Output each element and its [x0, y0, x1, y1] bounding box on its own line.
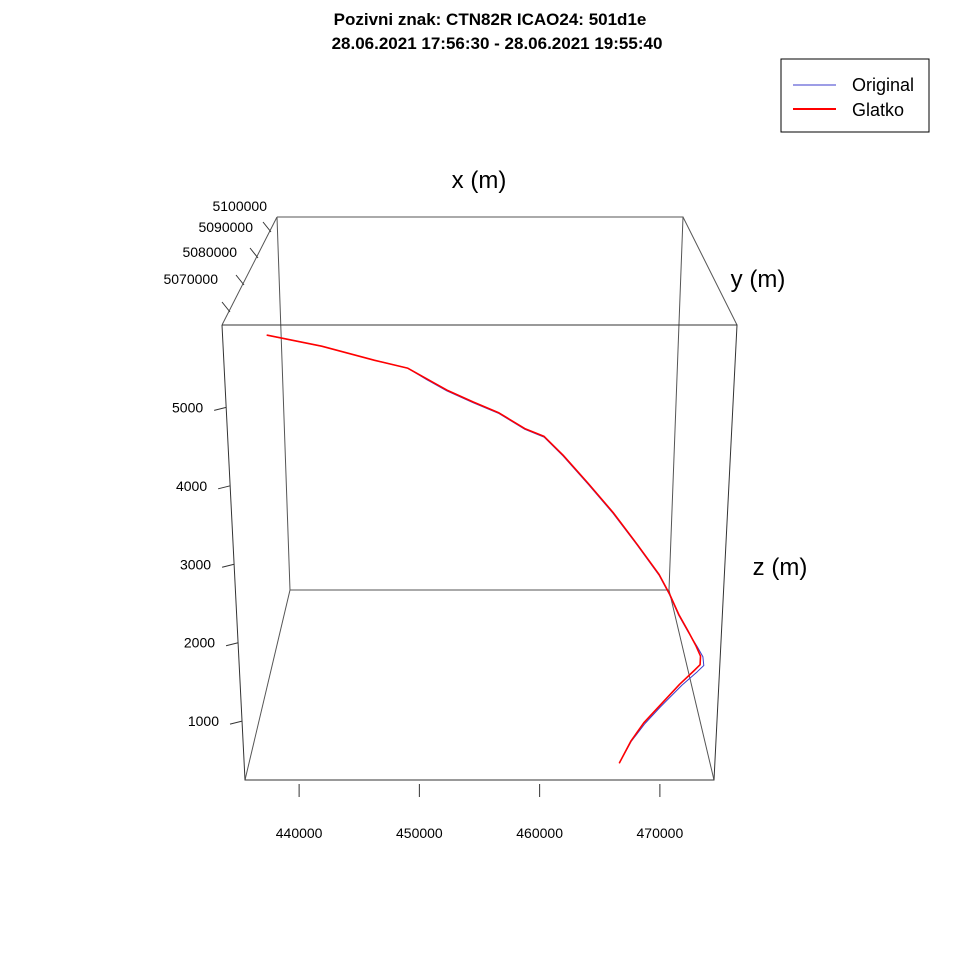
z-tick-label: 2000 — [184, 635, 215, 651]
z-tick-label: 1000 — [188, 713, 219, 729]
box-back-edges — [221, 216, 738, 781]
box-front-face — [221, 324, 738, 781]
box-edge-top-left — [221, 216, 278, 326]
z-axis-title: z (m) — [753, 554, 808, 581]
z-tick-label: 3000 — [180, 556, 211, 572]
x-tick-label: 450000 — [396, 825, 443, 841]
z-tick-label: 4000 — [176, 478, 207, 494]
box-back-face — [276, 216, 684, 591]
legend-label-glatko: Glatko — [852, 100, 904, 120]
z-tick-label: 5000 — [172, 399, 203, 415]
y-tick-label: 5100000 — [212, 198, 267, 214]
box-edge-bottom-right — [668, 589, 715, 781]
y-axis-ticks: 5100000 5090000 5080000 5070000 — [163, 198, 272, 313]
series-layer — [266, 334, 705, 764]
x-tick-label: 440000 — [276, 825, 323, 841]
y-axis-title: y (m) — [731, 266, 786, 293]
chart-subtitle: 28.06.2021 17:56:30 - 28.06.2021 19:55:4… — [332, 34, 663, 53]
y-tick-label: 5080000 — [182, 244, 237, 260]
chart-title: Pozivni znak: CTN82R ICAO24: 501d1e — [334, 10, 647, 29]
x-axis-title: x (m) — [452, 167, 507, 194]
z-axis-ticks: 5000 4000 3000 2000 1000 — [172, 399, 243, 729]
y-tick-mark-5090000 — [262, 221, 272, 233]
box-edge-top-right — [682, 216, 738, 326]
y-tick-mark-5060000 — [221, 301, 231, 313]
y-tick-label: 5090000 — [198, 219, 253, 235]
y-tick-mark-5070000 — [235, 274, 245, 286]
x-tick-label: 470000 — [637, 825, 684, 841]
box-front-edges — [221, 324, 738, 781]
z-tick-mark — [218, 485, 231, 490]
y-tick-label: 5070000 — [163, 271, 218, 287]
legend-label-original: Original — [852, 75, 914, 95]
series-line-glatko — [266, 334, 702, 764]
box-edge-bottom-left — [244, 589, 291, 781]
z-tick-mark — [221, 563, 235, 568]
legend: Original Glatko — [780, 58, 930, 133]
z-tick-mark — [229, 720, 243, 725]
series-line-original — [266, 334, 705, 764]
x-tick-label: 460000 — [516, 825, 563, 841]
y-tick-mark-5080000 — [249, 247, 259, 259]
z-tick-mark — [225, 642, 239, 647]
z-tick-mark — [214, 406, 227, 411]
legend-box — [780, 58, 930, 133]
x-axis-ticks: 440000 450000 460000 470000 — [276, 784, 684, 841]
